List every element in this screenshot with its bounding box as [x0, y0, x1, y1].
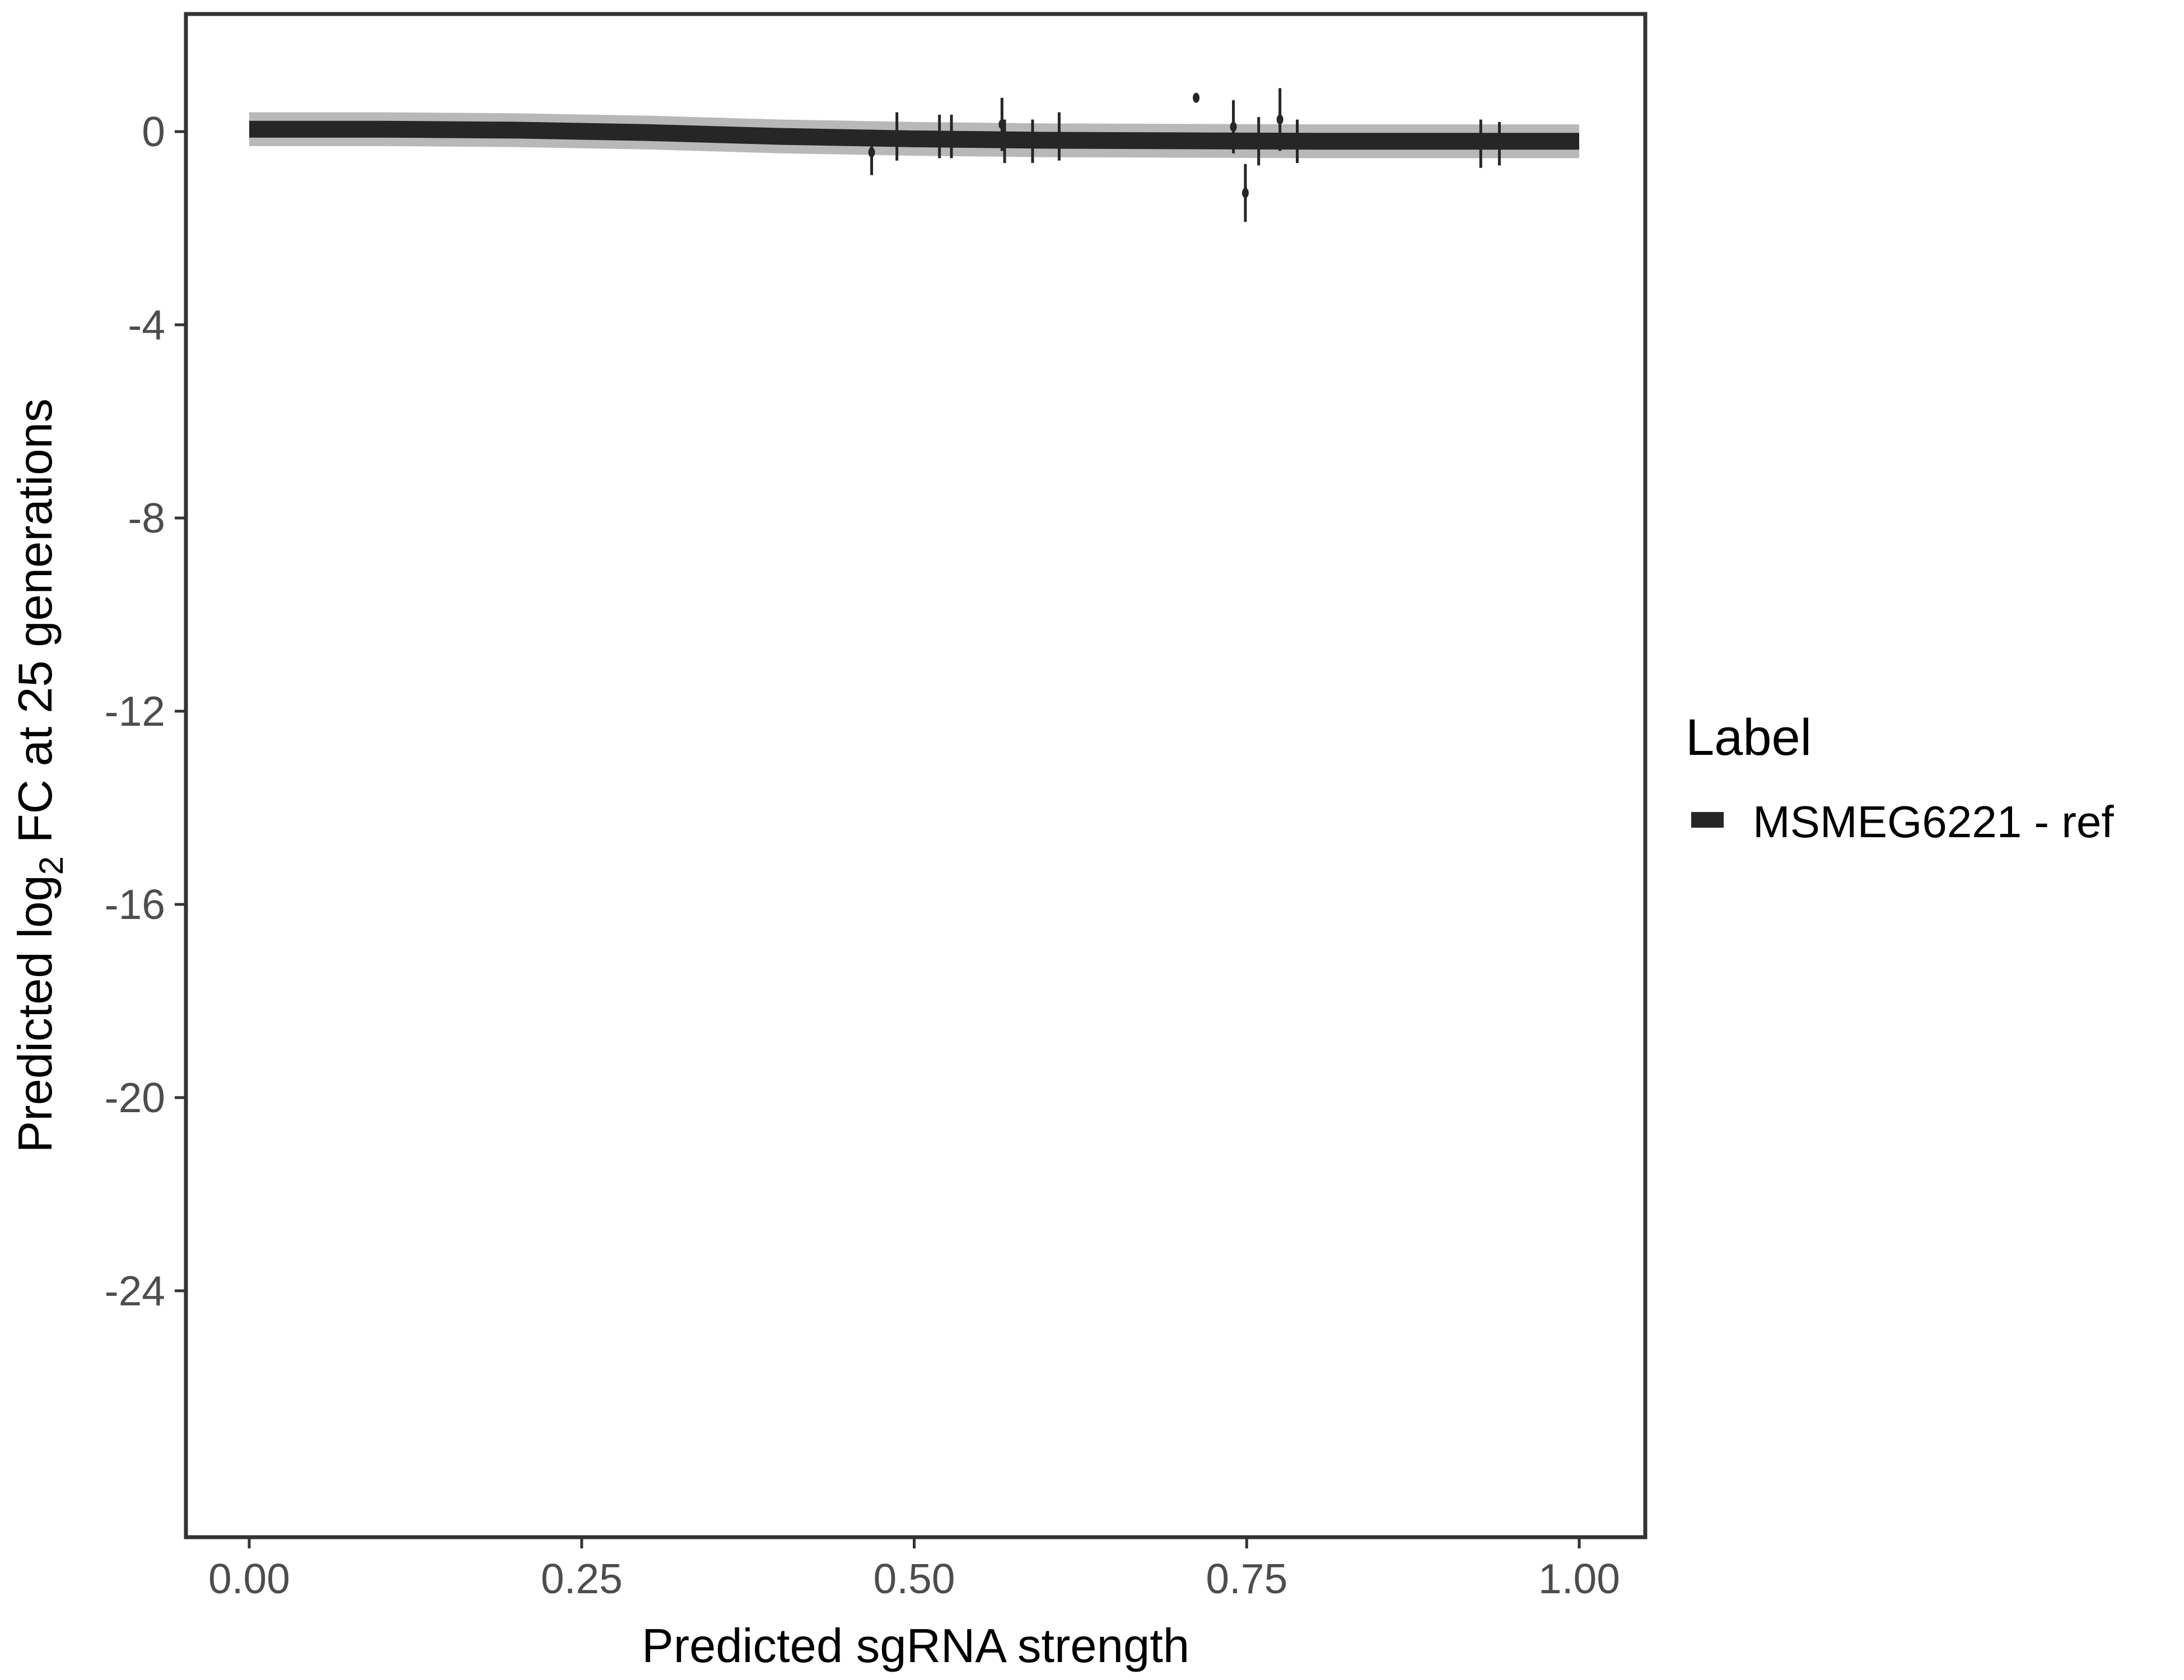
- y-tick-label: 0: [142, 108, 165, 155]
- data-point-11: [1255, 136, 1262, 147]
- x-tick-label: 0.25: [541, 1555, 623, 1602]
- y-tick-label: -4: [128, 301, 165, 348]
- x-axis: 0.00 0.25 0.50 0.75 1.00: [208, 1537, 1620, 1602]
- data-point-12: [1276, 114, 1284, 125]
- data-point-14: [1477, 138, 1485, 149]
- legend-entry: MSMEG6221 - ref: [1753, 797, 2114, 847]
- legend: Label MSMEG6221 - ref: [1686, 709, 2114, 847]
- fit-line: [249, 120, 1579, 150]
- x-tick-label: 0.75: [1206, 1555, 1287, 1602]
- data-point-10: [1242, 188, 1249, 198]
- data-point-3: [948, 131, 955, 142]
- legend-key: [1691, 812, 1724, 828]
- data-point-5: [1001, 136, 1008, 147]
- y-axis: 0 -4 -8 -12 -16 -20 -24: [105, 108, 186, 1314]
- legend-title: Label: [1686, 709, 1812, 766]
- x-tick-label: 0.00: [208, 1555, 290, 1602]
- data-point-9: [1230, 122, 1237, 132]
- data-point-0: [868, 147, 875, 158]
- x-tick-label: 0.50: [874, 1555, 955, 1602]
- x-axis-title: Predicted sgRNA strength: [642, 1620, 1189, 1673]
- panel-border: [184, 12, 1648, 1539]
- data-point-6: [1029, 136, 1036, 147]
- y-tick-label: -12: [105, 688, 165, 735]
- y-axis-title: Predicted log2 FC at 25 generations: [9, 399, 70, 1153]
- x-tick-label: 1.00: [1538, 1555, 1620, 1602]
- y-tick-label: -24: [105, 1267, 165, 1314]
- data-point-13: [1294, 136, 1301, 147]
- data-point-2: [936, 131, 943, 142]
- y-tick-label: -20: [105, 1074, 165, 1121]
- y-tick-label: -16: [105, 881, 165, 928]
- data-point-7: [1056, 131, 1063, 142]
- plot-area: [249, 88, 1579, 222]
- data-point-8: [1193, 92, 1200, 103]
- data-point-1: [893, 131, 900, 142]
- y-tick-label: -8: [128, 494, 165, 542]
- data-point-15: [1496, 138, 1503, 149]
